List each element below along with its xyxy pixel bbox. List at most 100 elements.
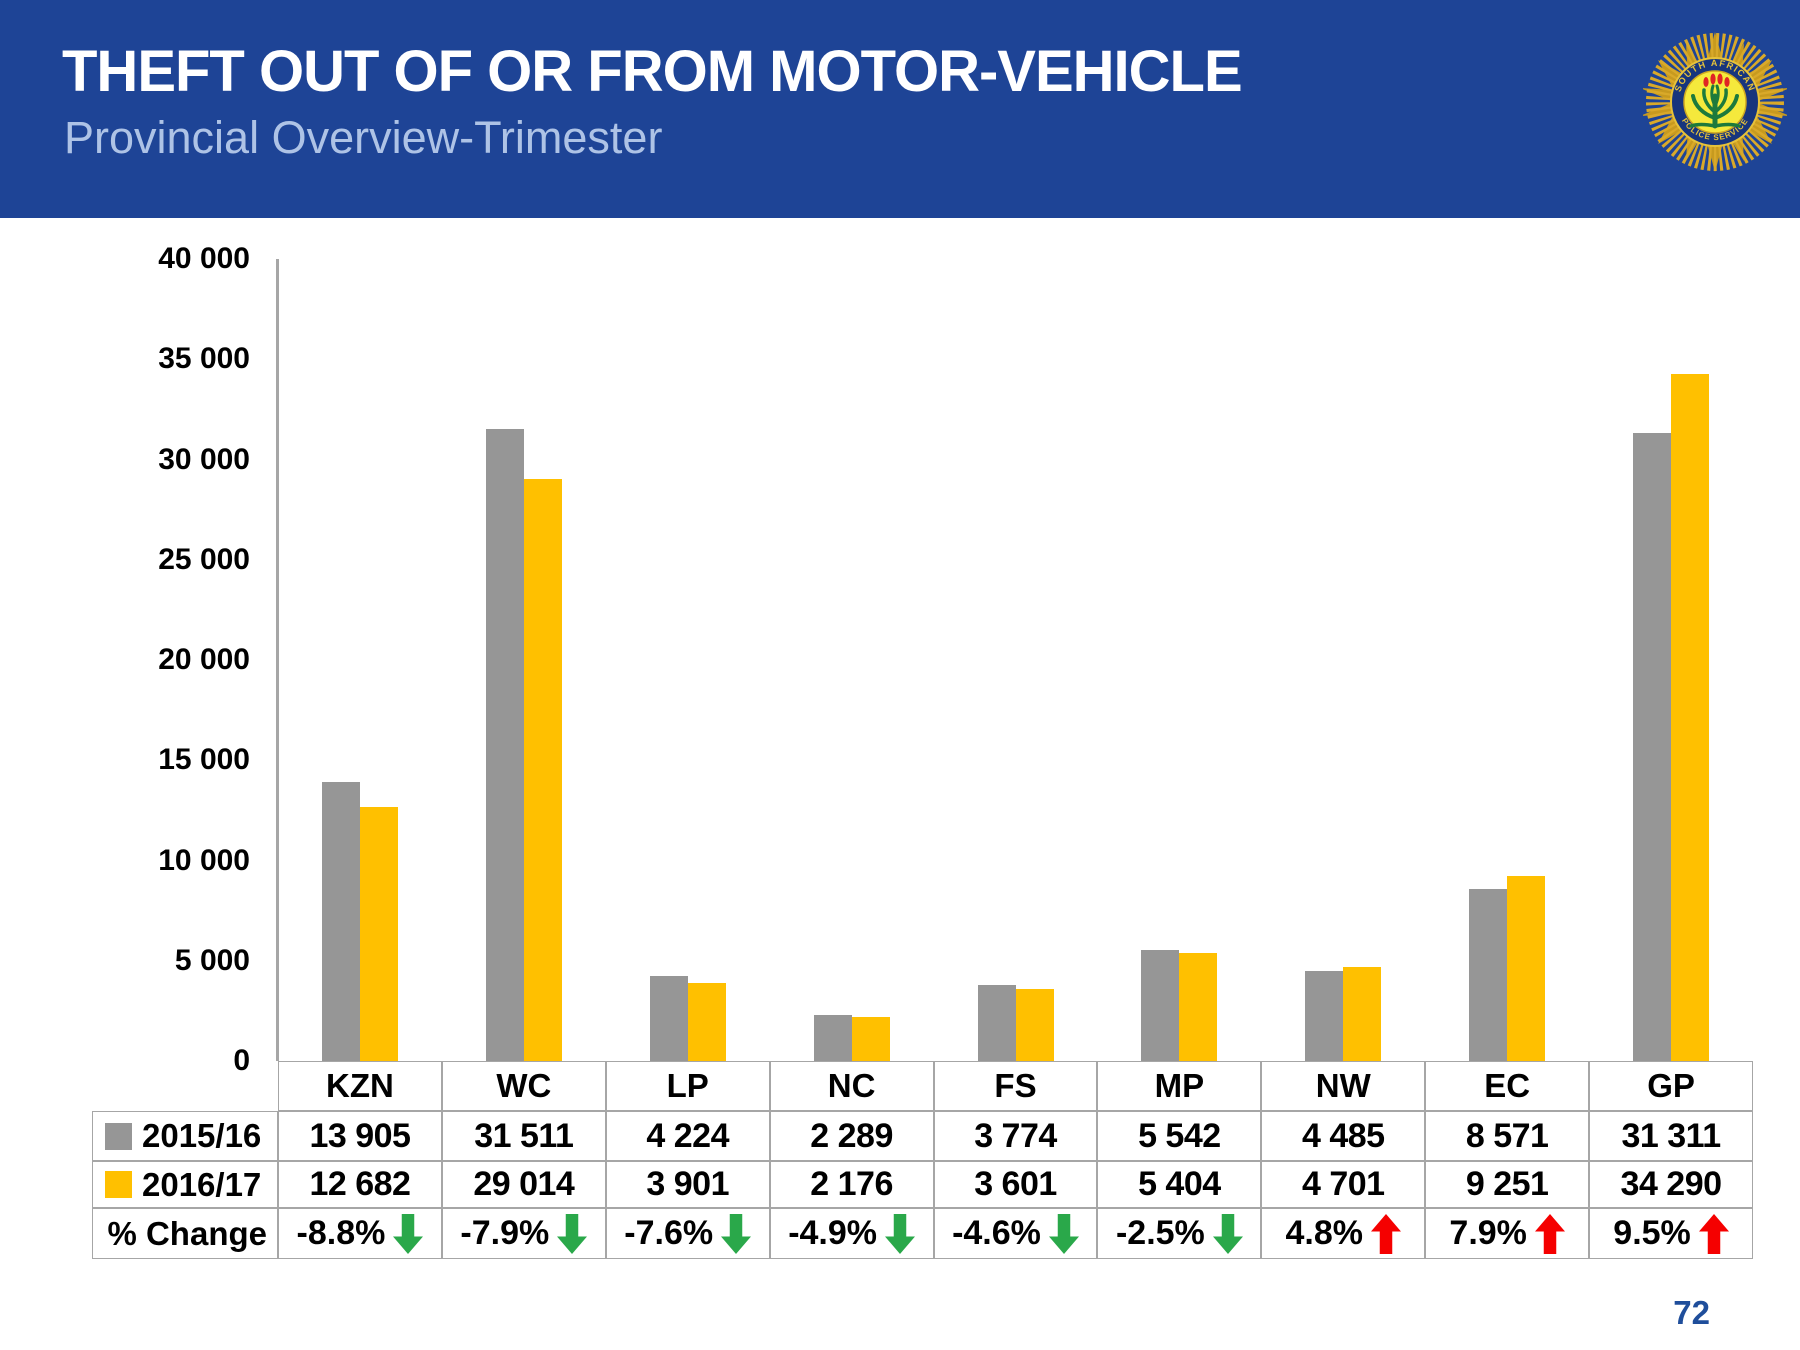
y-tick-label: 0 — [233, 1044, 250, 1077]
legend-swatch-icon — [105, 1122, 132, 1150]
bar-gp-2016-17 — [1671, 373, 1710, 1061]
decrease-arrow-icon — [1048, 1213, 1079, 1254]
bar-nw-2016-17 — [1343, 966, 1382, 1061]
y-tick-label: 25 000 — [158, 542, 250, 576]
x-axis-label-mp: MP — [1097, 1061, 1262, 1111]
value-kzn-2016-17: 12 682 — [278, 1161, 442, 1208]
pct-change-value: 4.8% — [1285, 1214, 1364, 1252]
x-axis-label-fs: FS — [933, 1061, 1098, 1111]
value-ec-2016-17: 9 251 — [1425, 1161, 1590, 1208]
value-nw-2015-16: 4 485 — [1261, 1111, 1426, 1161]
pct-change-fs: -4.6% — [933, 1208, 1098, 1259]
pct-change-nc: -4.9% — [769, 1208, 934, 1259]
y-tick-label: 5 000 — [174, 943, 250, 977]
y-axis-line — [276, 259, 279, 1061]
page-title: THEFT OUT OF OR FROM MOTOR-VEHICLE — [62, 39, 1243, 104]
legend-label: 2016/17 — [142, 1165, 262, 1203]
plot-area — [278, 259, 1753, 1061]
value-mp-2015-16: 5 542 — [1097, 1111, 1262, 1161]
value-nw-2016-17: 4 701 — [1261, 1161, 1426, 1208]
x-axis-label-nc: NC — [769, 1061, 934, 1111]
decrease-arrow-icon — [557, 1213, 588, 1254]
y-tick-label: 40 000 — [158, 242, 250, 275]
pct-change-mp: -2.5% — [1097, 1208, 1262, 1259]
bar-lp-2016-17 — [687, 982, 726, 1061]
x-axis-label-nw: NW — [1261, 1061, 1426, 1111]
value-gp-2015-16: 31 311 — [1589, 1111, 1753, 1161]
bar-group-wc — [442, 259, 606, 1061]
bar-ec-2016-17 — [1507, 875, 1546, 1061]
pct-change-lp: -7.6% — [605, 1208, 770, 1259]
value-mp-2016-17: 5 404 — [1097, 1161, 1262, 1208]
y-tick-label: 20 000 — [158, 643, 250, 676]
value-ec-2015-16: 8 571 — [1425, 1111, 1590, 1161]
legend-cell-2015-16: 2015/16 — [92, 1111, 278, 1161]
pct-change-value: -8.8% — [296, 1214, 386, 1252]
value-lp-2016-17: 3 901 — [605, 1161, 770, 1208]
value-lp-2015-16: 4 224 — [605, 1111, 770, 1161]
pct-change-value: -4.6% — [952, 1214, 1041, 1252]
y-tick-label: 10 000 — [158, 843, 250, 877]
slide-header: THEFT OUT OF OR FROM MOTOR-VEHICLE Provi… — [0, 0, 1800, 218]
x-axis-label-wc: WC — [441, 1061, 606, 1111]
pct-change-value: -7.6% — [624, 1214, 714, 1252]
bar-fs-2015-16 — [977, 985, 1016, 1061]
bar-nc-2016-17 — [851, 1017, 890, 1061]
bar-mp-2016-17 — [1179, 952, 1218, 1061]
bar-kzn-2016-17 — [359, 806, 398, 1061]
badge-flowers — [1703, 73, 1730, 87]
decrease-arrow-icon — [1212, 1213, 1243, 1254]
bar-gp-2015-16 — [1633, 433, 1672, 1061]
pct-change-value: -4.9% — [788, 1214, 878, 1252]
bar-kzn-2015-16 — [321, 782, 360, 1061]
bar-group-mp — [1097, 259, 1261, 1061]
value-fs-2015-16: 3 774 — [933, 1111, 1098, 1161]
pct-change-value: 9.5% — [1613, 1214, 1691, 1252]
pct-change-row-label: % Change — [92, 1208, 278, 1259]
y-tick-label: 15 000 — [158, 743, 250, 777]
value-wc-2015-16: 31 511 — [441, 1111, 606, 1161]
decrease-arrow-icon — [721, 1213, 752, 1254]
bar-group-ec — [1425, 259, 1589, 1061]
bar-ec-2015-16 — [1469, 889, 1508, 1061]
decrease-arrow-icon — [393, 1213, 424, 1254]
bar-group-lp — [606, 259, 770, 1061]
bar-lp-2015-16 — [649, 976, 688, 1061]
pct-change-value: 7.9% — [1449, 1214, 1527, 1252]
bar-group-fs — [934, 259, 1098, 1061]
increase-arrow-icon — [1534, 1213, 1565, 1254]
value-kzn-2015-16: 13 905 — [278, 1111, 442, 1161]
value-gp-2016-17: 34 290 — [1589, 1161, 1753, 1208]
value-wc-2016-17: 29 014 — [441, 1161, 606, 1208]
legend-swatch-icon — [105, 1171, 132, 1198]
legend-cell-2016-17: 2016/17 — [92, 1161, 278, 1208]
bar-group-kzn — [278, 259, 442, 1061]
bar-wc-2015-16 — [485, 429, 524, 1061]
increase-arrow-icon — [1371, 1213, 1402, 1254]
legend-label: 2015/16 — [142, 1117, 262, 1154]
value-fs-2016-17: 3 601 — [933, 1161, 1098, 1208]
decrease-arrow-icon — [885, 1213, 916, 1254]
bar-wc-2016-17 — [523, 479, 562, 1061]
bar-group-nw — [1261, 259, 1425, 1061]
page-subtitle: Provincial Overview-Trimester — [64, 112, 663, 163]
y-tick-label: 30 000 — [158, 442, 250, 476]
pct-change-ec: 7.9% — [1425, 1208, 1590, 1259]
y-tick-label: 35 000 — [158, 342, 250, 376]
bar-group-nc — [770, 259, 934, 1061]
bar-nw-2015-16 — [1305, 971, 1344, 1061]
value-nc-2015-16: 2 289 — [769, 1111, 934, 1161]
x-axis-label-kzn: KZN — [278, 1061, 442, 1111]
page-number: 72 — [1673, 1294, 1710, 1331]
badge-plant — [1689, 84, 1741, 129]
pct-change-nw: 4.8% — [1261, 1208, 1426, 1259]
badge-rays — [1646, 33, 1784, 171]
saps-badge-logo-icon: SOUTH AFRICAN POLICE SERVICE — [1643, 32, 1787, 172]
pct-change-value: -2.5% — [1115, 1214, 1205, 1252]
chart-data-table: KZN WC LP NC FS MP NW EC GP 2015/16 13 905 31 511 4 … — [92, 1061, 1753, 1259]
pct-change-value: -7.9% — [460, 1214, 550, 1252]
x-axis-label-gp: GP — [1589, 1061, 1753, 1111]
table-corner-cell — [92, 1061, 278, 1111]
bar-fs-2016-17 — [1015, 988, 1054, 1061]
pct-change-gp: 9.5% — [1589, 1208, 1753, 1259]
